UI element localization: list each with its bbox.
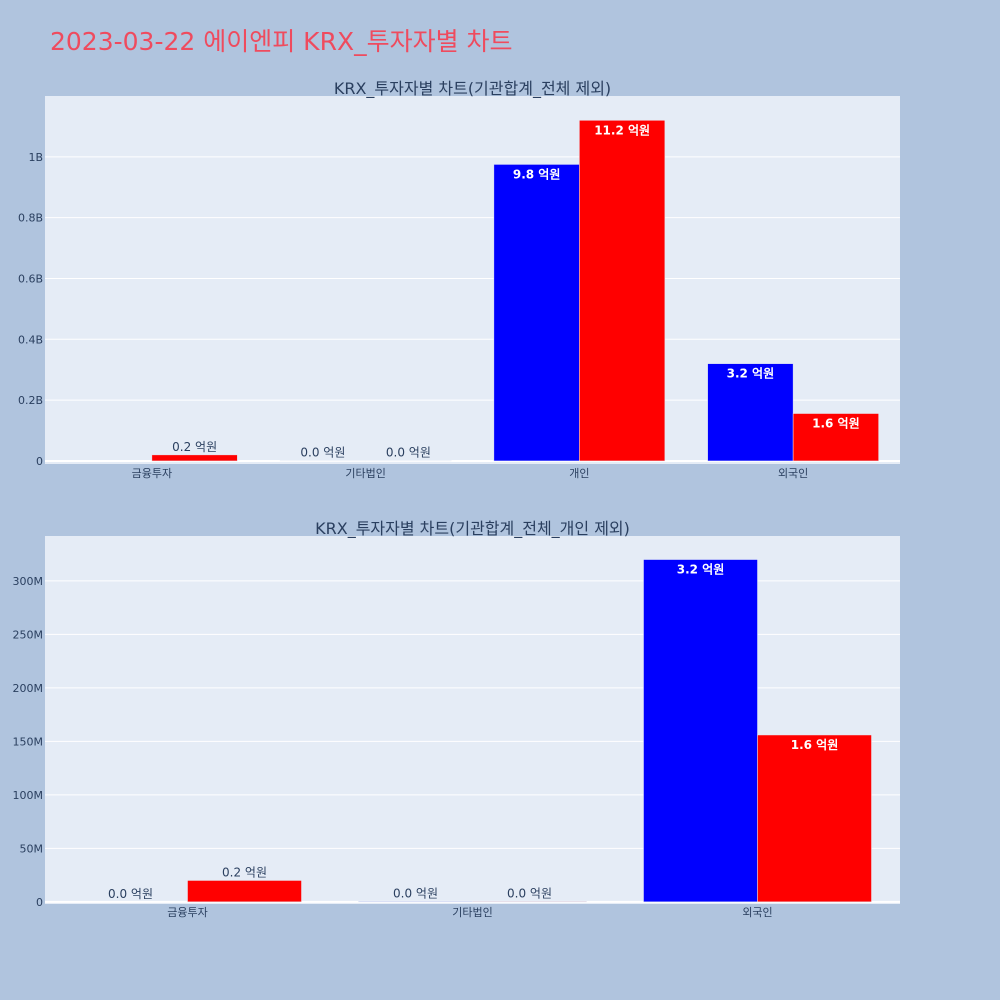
y-tick-label: 100M [13, 789, 44, 802]
subplot-title: KRX_투자자별 차트(기관합계_전체_개인 제외) [315, 519, 630, 539]
bar-data-label: 11.2 억원 [594, 123, 650, 137]
y-tick-label: 150M [13, 735, 44, 748]
y-tick-label: 0.2B [18, 394, 43, 407]
bar-data-label: 0.0 억원 [300, 446, 345, 460]
x-tick-label: 기타법인 [345, 467, 385, 480]
subplot-title: KRX_투자자별 차트(기관합계_전체 제외) [334, 79, 611, 99]
y-tick-label: 1B [28, 151, 43, 164]
bar [643, 559, 758, 903]
y-tick-label: 0 [36, 896, 43, 909]
bar-data-label: 0.0 억원 [507, 886, 552, 900]
bar-data-label: 3.2 억원 [727, 367, 775, 381]
bar [707, 363, 794, 462]
x-tick-label: 기타법인 [452, 906, 492, 919]
x-tick-label: 외국인 [778, 467, 808, 480]
y-tick-label: 250M [13, 628, 44, 641]
y-tick-label: 200M [13, 682, 44, 695]
bar-data-label: 0.0 억원 [108, 887, 153, 901]
y-tick-label: 0.8B [18, 212, 43, 225]
y-tick-label: 0 [36, 455, 43, 468]
bar [493, 164, 580, 462]
y-tick-label: 300M [13, 575, 44, 588]
bar-data-label: 0.0 억원 [393, 886, 438, 900]
chart-panel-1: 0 0.2B 0.4B 0.6B 0.8B 1B KRX_투자자별 차트(기관합계_전체 제… [18, 79, 900, 480]
x-tick-label: 외국인 [742, 906, 772, 919]
bar-data-label: 0.0 억원 [386, 446, 431, 460]
bar [358, 901, 473, 903]
bar [187, 880, 302, 903]
x-tick-label: 금융투자 [132, 467, 172, 480]
x-tick-label: 금융투자 [167, 906, 207, 919]
x-tick-label: 개인 [569, 467, 589, 480]
y-tick-label: 0.6B [18, 272, 43, 285]
y-tick-label: 0.4B [18, 333, 43, 346]
bar [579, 120, 666, 462]
bar-data-label: 9.8 억원 [513, 167, 561, 181]
bar-data-label: 1.6 억원 [812, 417, 860, 431]
bar [472, 901, 587, 903]
bar-data-label: 0.2 억원 [172, 440, 217, 454]
bar-data-label: 0.2 억원 [222, 865, 267, 879]
bar-data-label: 3.2 억원 [677, 563, 725, 577]
chart-panel-2: 0 50M 100M 150M 200M 250M 300M KRX_투자자별 차트(기관합계… [13, 519, 900, 919]
bar-data-label: 1.6 억원 [791, 738, 839, 752]
bar [757, 734, 872, 903]
y-tick-label: 50M [20, 842, 44, 855]
bar [792, 413, 879, 462]
page-title: 2023-03-22 에이엔피 KRX_투자자별 차트 [50, 27, 513, 56]
bar [151, 454, 238, 462]
